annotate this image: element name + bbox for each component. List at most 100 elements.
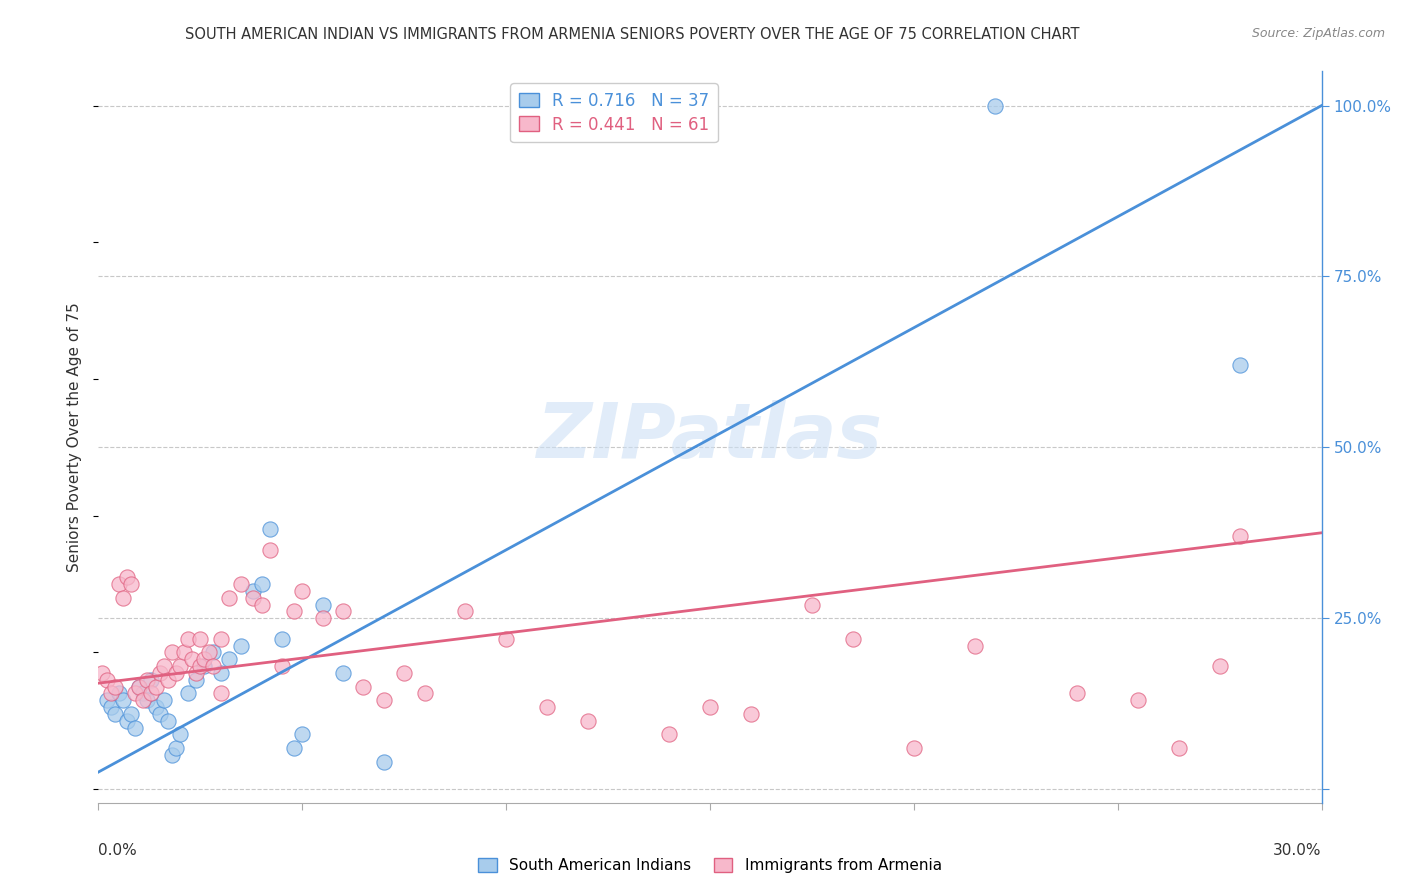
Point [576, 714, 599, 728]
Point [699, 700, 721, 714]
Point [1066, 686, 1088, 700]
Point [283, 741, 305, 756]
Point [165, 665, 187, 680]
Point [96, 673, 118, 687]
Point [291, 583, 314, 598]
Point [392, 665, 416, 680]
Point [136, 693, 159, 707]
Point [128, 680, 150, 694]
Point [332, 665, 354, 680]
Point [108, 577, 131, 591]
Point [270, 659, 294, 673]
Point [132, 686, 155, 700]
Point [209, 665, 232, 680]
Point [312, 598, 335, 612]
Point [801, 598, 824, 612]
Point [104, 706, 127, 721]
Point [1229, 529, 1251, 543]
Point [173, 645, 195, 659]
Point [132, 693, 155, 707]
Point [91, 665, 114, 680]
Point [984, 98, 1007, 112]
Point [259, 522, 281, 536]
Point [1229, 359, 1251, 373]
Point [201, 659, 224, 673]
Point [156, 714, 179, 728]
Text: SOUTH AMERICAN INDIAN VS IMMIGRANTS FROM ARMENIA SENIORS POVERTY OVER THE AGE OF: SOUTH AMERICAN INDIAN VS IMMIGRANTS FROM… [186, 27, 1080, 42]
Point [188, 632, 212, 646]
Point [495, 632, 517, 646]
Point [149, 706, 172, 721]
Point [454, 604, 477, 618]
Point [145, 700, 167, 714]
Point [283, 604, 305, 618]
Point [141, 673, 163, 687]
Point [218, 652, 240, 666]
Point [104, 680, 127, 694]
Point [152, 659, 174, 673]
Point [100, 686, 122, 700]
Point [124, 721, 146, 735]
Point [186, 665, 208, 680]
Point [197, 645, 219, 659]
Point [658, 727, 681, 741]
Text: ZIPatlas: ZIPatlas [537, 401, 883, 474]
Point [186, 673, 208, 687]
Point [108, 686, 131, 700]
Point [332, 604, 354, 618]
Point [124, 686, 146, 700]
Point [209, 686, 232, 700]
Point [152, 693, 174, 707]
Point [181, 652, 204, 666]
Point [536, 700, 558, 714]
Legend: South American Indians, Immigrants from Armenia: South American Indians, Immigrants from … [472, 852, 948, 880]
Point [242, 591, 264, 605]
Point [111, 693, 134, 707]
Point [352, 680, 374, 694]
Point [96, 693, 118, 707]
Point [965, 639, 987, 653]
Point [169, 659, 191, 673]
Point [841, 632, 863, 646]
Point [145, 680, 167, 694]
Point [250, 598, 273, 612]
Point [291, 727, 314, 741]
Point [120, 577, 142, 591]
Point [193, 659, 215, 673]
Point [128, 680, 150, 694]
Point [1128, 693, 1150, 707]
Point [141, 686, 163, 700]
Point [250, 577, 273, 591]
Point [193, 652, 215, 666]
Point [259, 542, 281, 557]
Point [115, 570, 138, 584]
Point [903, 741, 925, 756]
Point [312, 611, 335, 625]
Text: 0.0%: 0.0% [98, 843, 138, 858]
Point [169, 727, 191, 741]
Point [111, 591, 134, 605]
Point [413, 686, 436, 700]
Point [120, 706, 142, 721]
Point [160, 645, 183, 659]
Point [160, 747, 183, 762]
Point [218, 591, 240, 605]
Point [156, 673, 179, 687]
Text: 30.0%: 30.0% [1274, 843, 1322, 858]
Point [373, 693, 395, 707]
Point [201, 645, 224, 659]
Point [100, 700, 122, 714]
Point [242, 583, 264, 598]
Point [136, 673, 159, 687]
Point [209, 632, 232, 646]
Point [115, 714, 138, 728]
Text: Source: ZipAtlas.com: Source: ZipAtlas.com [1251, 27, 1385, 40]
Point [149, 665, 172, 680]
Point [177, 686, 200, 700]
Point [165, 741, 187, 756]
Point [270, 632, 294, 646]
Point [1167, 741, 1189, 756]
Point [231, 577, 253, 591]
Point [188, 659, 212, 673]
Point [177, 632, 200, 646]
